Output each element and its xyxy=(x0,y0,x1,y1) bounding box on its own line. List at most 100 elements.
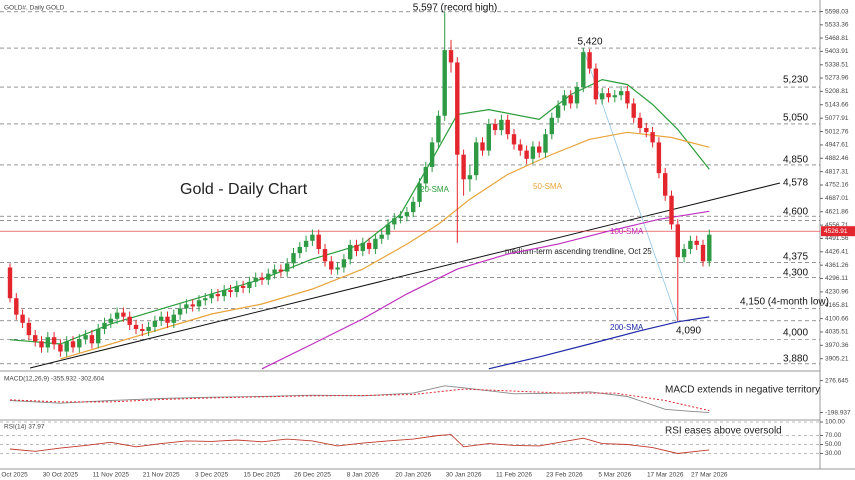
candle-body xyxy=(335,267,340,270)
y-tick-label: 4426.41 xyxy=(825,249,849,256)
y-tick-label: 5012.76 xyxy=(825,128,849,135)
x-tick-label: 5 Mar 2026 xyxy=(598,472,631,479)
candle-body xyxy=(165,316,170,323)
candle-body xyxy=(45,337,50,348)
y-tick-label: 4621.86 xyxy=(825,208,849,215)
candle-body xyxy=(587,52,592,69)
candle-body xyxy=(209,294,214,299)
y-tick-label: 5338.51 xyxy=(825,61,849,68)
candle-body xyxy=(644,128,649,133)
y-tick-label: 5468.81 xyxy=(825,35,849,42)
candle-body xyxy=(429,142,435,167)
sma-label: 100-SMA xyxy=(610,227,644,236)
x-tick-label: 17 Mar 2026 xyxy=(647,472,684,479)
candle-body xyxy=(436,115,441,143)
candle-body xyxy=(537,146,542,153)
candle-body xyxy=(51,337,57,345)
y-tick-label: 4947.61 xyxy=(825,142,849,149)
candle-body xyxy=(234,285,239,293)
candle-body xyxy=(618,91,624,96)
annotation: medium-term ascending trendline, Oct 25 xyxy=(505,247,652,256)
candle-body xyxy=(329,261,334,270)
candle-body xyxy=(133,324,139,329)
x-tick-label: 15 Dec 2025 xyxy=(244,472,281,479)
y-tick-label: 4361.26 xyxy=(825,262,849,269)
candle-body xyxy=(33,335,38,342)
candle-body xyxy=(518,144,523,151)
last-price-box xyxy=(821,226,855,237)
candle-body xyxy=(562,95,567,106)
candle-body xyxy=(285,263,290,272)
y-tick-label: 4035.51 xyxy=(825,329,849,336)
x-tick-label: 30 Oct 2025 xyxy=(43,472,79,479)
level-label: 4,300 xyxy=(783,268,808,279)
candle-body xyxy=(253,277,258,282)
candle-body xyxy=(322,249,328,262)
y-tick-label: 5208.81 xyxy=(825,88,849,95)
candle-body xyxy=(247,281,252,288)
indicator-line xyxy=(9,388,710,412)
y-tick-label: 4296.11 xyxy=(825,275,848,282)
candle-body xyxy=(39,341,44,348)
fib-line xyxy=(582,47,679,323)
candle-body xyxy=(631,103,636,118)
y-tick-label: 5598.03 xyxy=(825,8,849,15)
sma-label: 50-SMA xyxy=(533,182,563,191)
indicator-line xyxy=(9,434,710,454)
level-label: 4,578 xyxy=(783,178,808,189)
candle-body xyxy=(20,314,25,323)
y-tick-label: 5273.96 xyxy=(825,75,849,82)
candle-body xyxy=(310,234,315,241)
y-tick-label: 5077.91 xyxy=(825,115,849,122)
candle-body xyxy=(348,244,353,260)
sma-label: 200-SMA xyxy=(610,323,644,332)
candle-body xyxy=(511,134,517,145)
candle-body xyxy=(26,322,32,336)
y-tick-label: 4882.46 xyxy=(825,155,849,162)
annotation: RSI eases above oversold xyxy=(665,426,782,437)
y-tick-label: 4230.96 xyxy=(825,289,849,296)
candle-body xyxy=(694,240,699,245)
candle-body xyxy=(121,312,126,317)
candle-body xyxy=(524,150,529,159)
candle-body xyxy=(196,300,202,307)
candle-body xyxy=(316,234,321,250)
candle-body xyxy=(385,224,391,235)
y-tick-label: 5143.66 xyxy=(825,101,849,108)
level-label: 5,230 xyxy=(783,75,808,86)
candle-body xyxy=(278,269,284,272)
candle-body xyxy=(89,335,95,344)
candle-body xyxy=(688,240,693,250)
candle-body xyxy=(600,93,605,100)
candle-body xyxy=(177,308,183,315)
candle-body xyxy=(669,195,674,225)
candle-body xyxy=(543,134,548,153)
candle-body xyxy=(228,290,233,293)
candle-body xyxy=(171,314,176,323)
x-tick-label: 21 Nov 2025 xyxy=(143,472,180,479)
y-tick-label: 276.645 xyxy=(825,377,849,384)
candle-body xyxy=(555,105,561,118)
candle-body xyxy=(492,123,498,131)
candle-body xyxy=(108,318,113,323)
candle-body xyxy=(146,326,151,332)
sma-line xyxy=(488,316,710,370)
x-tick-label: 20 Jan 2026 xyxy=(395,472,431,479)
candle-body xyxy=(190,304,195,307)
trendline xyxy=(29,182,781,369)
level-label: 5,420 xyxy=(577,37,602,48)
candle-body xyxy=(499,119,504,131)
candle-body xyxy=(360,242,365,252)
candle-body xyxy=(266,273,271,280)
candle-body xyxy=(77,339,82,348)
candle-body xyxy=(354,244,359,252)
candle-body xyxy=(341,259,347,268)
level-label: 4,850 xyxy=(783,155,808,166)
candle-body xyxy=(505,119,510,135)
x-tick-label: 11 Feb 2026 xyxy=(496,472,532,479)
y-tick-label: 30.00 xyxy=(825,450,842,457)
y-tick-label: 5533.36 xyxy=(825,22,849,29)
level-label: 4,375 xyxy=(783,252,808,263)
candle-body xyxy=(593,68,599,100)
